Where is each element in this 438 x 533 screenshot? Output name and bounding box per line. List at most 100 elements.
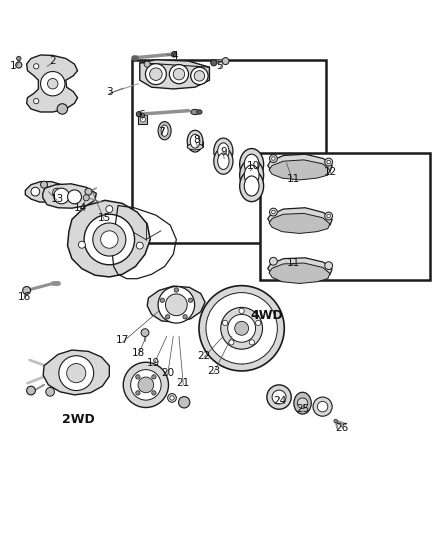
Circle shape	[140, 117, 145, 122]
Text: 17: 17	[116, 335, 129, 345]
Text: 19: 19	[147, 358, 160, 368]
Circle shape	[211, 60, 217, 66]
Polygon shape	[269, 160, 330, 180]
Circle shape	[57, 104, 67, 114]
Circle shape	[267, 385, 291, 409]
Circle shape	[249, 340, 254, 345]
Text: 8: 8	[193, 135, 200, 146]
Circle shape	[23, 287, 31, 294]
Ellipse shape	[158, 122, 171, 140]
Polygon shape	[27, 55, 78, 112]
Ellipse shape	[240, 171, 264, 201]
Circle shape	[235, 321, 249, 335]
Ellipse shape	[190, 134, 200, 148]
Circle shape	[138, 377, 154, 393]
Text: 5: 5	[216, 61, 223, 71]
Circle shape	[144, 61, 150, 67]
Text: 4: 4	[171, 51, 178, 61]
Circle shape	[152, 391, 156, 395]
Circle shape	[166, 294, 187, 316]
Circle shape	[191, 67, 208, 85]
Text: 14: 14	[74, 203, 87, 213]
Circle shape	[272, 211, 275, 214]
Circle shape	[173, 68, 185, 80]
Circle shape	[17, 56, 21, 61]
Ellipse shape	[197, 110, 202, 114]
Polygon shape	[25, 182, 66, 202]
Ellipse shape	[244, 165, 259, 185]
Ellipse shape	[244, 176, 259, 196]
Circle shape	[334, 419, 337, 423]
Circle shape	[325, 212, 332, 220]
Circle shape	[188, 298, 193, 302]
Circle shape	[46, 387, 54, 396]
Circle shape	[101, 231, 118, 248]
Circle shape	[239, 308, 244, 313]
Circle shape	[67, 190, 81, 204]
Circle shape	[269, 155, 277, 163]
Circle shape	[325, 158, 332, 166]
Circle shape	[168, 393, 177, 402]
Text: 1: 1	[10, 61, 17, 71]
Circle shape	[27, 386, 35, 395]
Circle shape	[145, 63, 166, 85]
Text: 11: 11	[287, 258, 300, 268]
Circle shape	[47, 78, 58, 89]
Text: 22: 22	[197, 351, 210, 361]
Text: 26: 26	[335, 423, 348, 433]
Circle shape	[170, 64, 188, 84]
Polygon shape	[269, 213, 330, 233]
Polygon shape	[268, 258, 332, 279]
Circle shape	[59, 356, 94, 391]
Circle shape	[160, 298, 164, 302]
Text: 11: 11	[286, 174, 300, 184]
Circle shape	[41, 71, 65, 96]
Text: 18: 18	[132, 348, 145, 358]
Text: 4WD: 4WD	[251, 309, 283, 322]
Text: 6: 6	[138, 110, 145, 120]
Circle shape	[67, 364, 86, 383]
Circle shape	[136, 111, 141, 117]
Circle shape	[327, 214, 330, 218]
Circle shape	[179, 397, 190, 408]
Polygon shape	[268, 208, 332, 230]
Polygon shape	[140, 60, 209, 89]
Circle shape	[136, 242, 143, 249]
Ellipse shape	[218, 143, 229, 159]
Text: 21: 21	[177, 378, 190, 388]
Circle shape	[166, 314, 170, 319]
Circle shape	[313, 397, 332, 416]
Ellipse shape	[191, 109, 199, 115]
Circle shape	[199, 286, 284, 371]
Circle shape	[158, 287, 194, 323]
Bar	[260, 154, 430, 279]
Circle shape	[272, 390, 286, 404]
Circle shape	[325, 262, 332, 270]
Text: 12: 12	[324, 167, 337, 176]
Circle shape	[174, 288, 179, 292]
Circle shape	[34, 99, 39, 104]
Circle shape	[206, 293, 277, 364]
Circle shape	[269, 208, 277, 216]
Circle shape	[183, 314, 187, 319]
Text: 16: 16	[18, 292, 31, 302]
Circle shape	[93, 223, 126, 256]
Circle shape	[136, 375, 140, 379]
Circle shape	[152, 375, 156, 379]
Circle shape	[16, 62, 22, 68]
Circle shape	[150, 68, 162, 80]
Circle shape	[84, 214, 134, 265]
Circle shape	[141, 329, 149, 336]
Text: 20: 20	[161, 368, 174, 378]
Ellipse shape	[214, 148, 233, 174]
Polygon shape	[269, 263, 330, 284]
Circle shape	[41, 181, 47, 188]
Circle shape	[136, 391, 140, 395]
Ellipse shape	[240, 149, 264, 180]
Ellipse shape	[187, 144, 203, 150]
Circle shape	[106, 206, 113, 213]
Polygon shape	[67, 200, 150, 277]
Text: 7: 7	[158, 126, 165, 136]
Ellipse shape	[218, 153, 229, 169]
Text: 13: 13	[50, 193, 64, 204]
